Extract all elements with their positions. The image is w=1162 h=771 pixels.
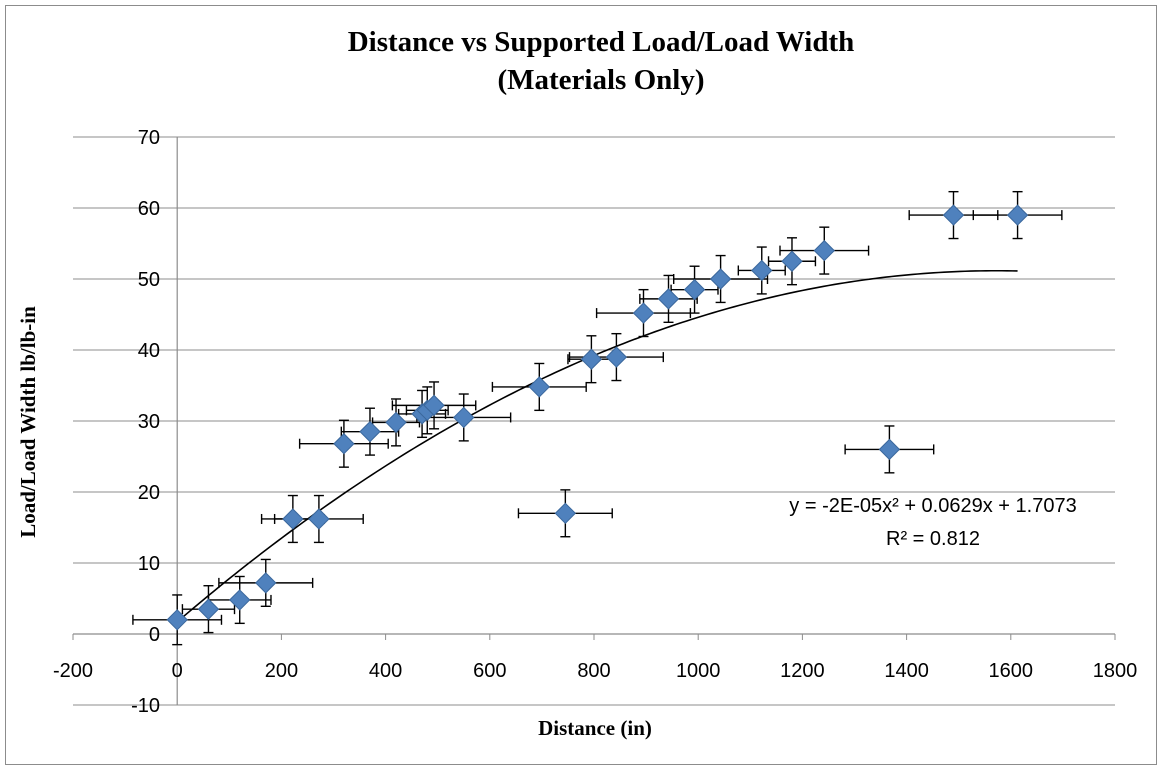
data-point <box>781 250 803 272</box>
x-tick-label: 0 <box>172 660 183 682</box>
chart-title-line-1: Distance vs Supported Load/Load Width <box>348 26 855 58</box>
x-tick-label: 600 <box>473 660 506 682</box>
trendline-r-squared: R² = 0.812 <box>886 528 980 550</box>
x-tick-label: 1000 <box>676 660 721 682</box>
data-point <box>1006 204 1029 226</box>
data-point <box>605 346 628 368</box>
y-tick-label: 20 <box>138 482 160 504</box>
data-point <box>255 572 277 594</box>
y-tick-label: 60 <box>138 198 160 220</box>
y-axis-title: Load/Load Width lb/lb-in <box>16 306 40 538</box>
data-point <box>657 288 680 310</box>
data-point <box>528 376 551 398</box>
data-point <box>197 598 220 620</box>
x-tick-label: -200 <box>53 660 93 682</box>
y-tick-label: 0 <box>149 624 160 646</box>
y-tick-label: 30 <box>138 411 160 433</box>
data-point <box>333 433 355 455</box>
data-point <box>709 268 732 290</box>
data-point <box>554 502 577 525</box>
data-points <box>166 204 1029 631</box>
data-point <box>813 239 835 262</box>
trendline-equation: y = -2E-05x² + 0.0629x + 1.7073 <box>789 495 1076 517</box>
gridlines <box>73 136 1115 706</box>
y-tick-label: 70 <box>138 127 160 149</box>
y-tick-label: 50 <box>138 269 160 291</box>
x-axis-title: Distance (in) <box>538 716 652 740</box>
error-bars <box>132 190 1063 646</box>
x-tick-label: 1200 <box>780 660 825 682</box>
data-point <box>751 259 773 282</box>
data-point <box>453 406 475 429</box>
data-point <box>282 508 304 530</box>
y-tick-label: 40 <box>138 340 160 362</box>
data-point <box>580 348 603 370</box>
data-point <box>423 394 445 417</box>
data-point <box>632 302 655 324</box>
x-tick-label: 200 <box>265 660 298 682</box>
tick-labels: -10 0 10 20 30 40 50 60 70 -200 0 200 400 600 800 1000 1… <box>53 127 1137 717</box>
y-tick-label: 10 <box>138 553 160 575</box>
data-point <box>166 609 188 631</box>
data-point <box>308 508 330 530</box>
x-tick-label: 800 <box>577 660 610 682</box>
data-point <box>878 438 901 461</box>
y-tick-label: -10 <box>131 695 160 717</box>
data-point <box>229 589 251 611</box>
data-point <box>683 278 706 301</box>
chart-area <box>5 5 1157 765</box>
chart-title-line-2: (Materials Only) <box>498 64 705 96</box>
x-tick-label: 1800 <box>1093 660 1138 682</box>
data-point <box>359 420 381 443</box>
data-point <box>385 411 407 434</box>
data-point <box>942 204 965 226</box>
x-tick-label: 1400 <box>884 660 929 682</box>
x-tick-label: 1600 <box>989 660 1034 682</box>
x-tick-label: 400 <box>369 660 402 682</box>
